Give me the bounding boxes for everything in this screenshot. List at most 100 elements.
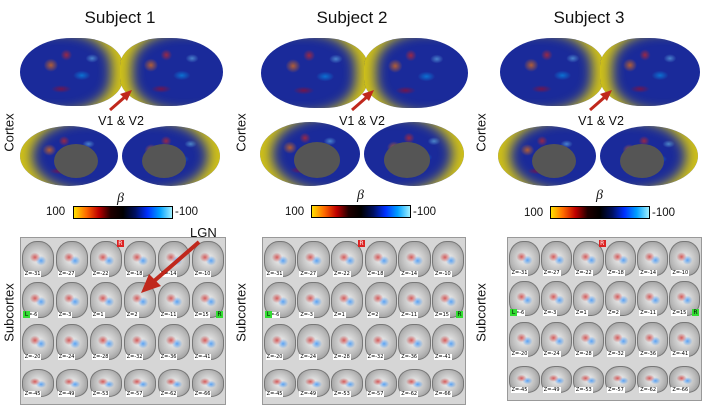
slice-z-label: Z=-6 [23,312,39,319]
brain-slice: Z=-22 [330,240,364,277]
s1-top-right-marker: R [116,240,124,247]
slice-z-label: Z=-10 [193,270,212,277]
s2-right-lateral-hemisphere [364,38,468,108]
slice-z-label: Z=1 [91,312,105,319]
brain-slice: Z=-31 [21,240,55,277]
brain-slice: Z=-3 [297,282,330,319]
slice-z-label: Z=-20 [23,353,42,360]
s2-beta-label: β [357,188,364,203]
slice-z-label: Z=-66 [671,387,690,394]
slice-z-label: Z=-28 [91,353,110,360]
slice-z-label: Z=-3 [542,310,558,317]
brain-slice: Z=-53 [572,366,604,394]
slice-z-label: Z=-31 [23,270,42,277]
brain-slice: Z=-31 [508,240,540,276]
brain-slice: Z=-41 [669,321,701,357]
s1-left-lateral-hemisphere [20,38,123,106]
s1-colorbar [73,206,173,219]
s3-right-medial-hemisphere [600,126,698,186]
brain-slice: Z=-66 [191,369,225,398]
s3-right-lateral-hemisphere [600,38,700,106]
brain-slice: Z=-10 [431,240,465,277]
brain-slice: Z=-32 [605,321,637,357]
s2-slice-row-4: Z=-45 Z=-49 Z=-53 Z=-57 Z=-62 Z=-66 [263,363,465,405]
s2-v1-v2-label: V1 & V2 [339,114,385,128]
slice-z-label: Z=-11 [159,312,178,319]
slice-z-label: Z=-49 [299,391,318,398]
slice-z-label: Z=-36 [400,353,419,360]
s3-left-medial-hemisphere [498,126,596,186]
s2-top-right-marker: R [357,240,365,247]
slice-z-label: Z=-66 [433,391,452,398]
brain-slice: Z=-45 [263,369,296,398]
brain-slice: Z=-3 [540,281,572,317]
slice-z-label: Z=-20 [510,350,529,357]
slice-z-label: Z=-62 [400,391,419,398]
s1-left-marker: L [23,310,30,318]
slice-z-label: Z=-62 [159,391,178,398]
slice-z-label: Z=-32 [366,353,385,360]
slice-z-label: Z=1 [574,310,588,317]
slice-z-label: Z=-53 [332,391,351,398]
slice-z-label: Z=-11 [639,310,658,317]
s3-left-marker: L [510,308,517,316]
brain-slice: Z=-53 [330,369,364,398]
brain-slice: Z=-66 [431,369,465,398]
subject-3-title: Subject 3 [553,8,625,27]
slice-z-label: Z=2 [366,312,380,319]
s1-slice-row-3: Z=-20 Z=-24 Z=-28 Z=-32 Z=-36 Z=-41 [21,321,225,363]
s3-slice-row-4: Z=-45 Z=-49 Z=-53 Z=-57 Z=-62 Z=-66 [508,360,701,401]
slice-z-label: Z=-14 [400,270,419,277]
slice-z-label: Z=-22 [332,270,351,277]
s3-left-lateral-hemisphere [500,38,604,106]
slice-z-label: Z=-24 [299,353,318,360]
slice-z-label: Z=15 [193,312,210,319]
subcortex-label-1: Subcortex [1,283,17,342]
brain-slice: Z=-22 [572,240,604,276]
brain-slice: Z=-6 [21,282,55,319]
brain-slice: Z=-10 [191,240,225,277]
brain-slice: Z=-41 [431,323,465,360]
brain-slice: Z=1 [89,282,123,319]
brain-slice: Z=-66 [669,366,701,394]
brain-slice: Z=-31 [263,240,296,277]
s1-right-medial-hemisphere [122,126,220,186]
s3-beta-label: β [596,188,603,203]
brain-slice: Z=-18 [123,240,157,277]
brain-slice: Z=-18 [605,240,637,276]
slice-z-label: Z=-53 [574,387,593,394]
slice-z-label: Z=-49 [57,391,76,398]
brain-slice: Z=-45 [508,366,540,394]
s2-arrow-icon [351,90,374,112]
slice-z-label: Z=2 [125,312,139,319]
slice-z-label: Z=-20 [265,353,284,360]
brain-slice: Z=-49 [540,366,572,394]
slice-z-label: Z=-41 [433,353,452,360]
brain-slice: Z=-53 [89,369,123,398]
s2-left-lateral-hemisphere [261,38,368,108]
subject-1-title: Subject 1 [84,8,156,27]
slice-z-label: Z=-66 [193,391,212,398]
brain-slice: Z=-24 [540,321,572,357]
slice-z-label: Z=-27 [57,270,76,277]
brain-slice: Z=-62 [398,369,431,398]
subcortex-label-2: Subcortex [233,283,249,342]
brain-slice: Z=-14 [637,240,669,276]
brain-slice: Z=-24 [55,323,89,360]
cortex-label-2: Cortex [233,113,249,152]
slice-z-label: Z=-57 [125,391,144,398]
brain-slice: Z=2 [364,282,397,319]
s2-scale-max: 100 [285,206,305,218]
brain-slice: Z=-62 [157,369,191,398]
brain-slice: Z=-14 [398,240,431,277]
slice-z-label: Z=-24 [57,353,76,360]
brain-slice: Z=-20 [263,323,296,360]
brain-slice: Z=-28 [89,323,123,360]
s2-colorbar [311,205,411,218]
brain-slice: Z=-20 [508,321,540,357]
s3-slice-row-3: Z=-20 Z=-24 Z=-28 Z=-32 Z=-36 Z=-41 [508,319,701,360]
slice-z-label: Z=-32 [607,350,625,357]
s3-right-marker: R [692,308,699,316]
s2-left-medial-hemisphere [260,122,360,186]
brain-slice: Z=-32 [123,323,157,360]
